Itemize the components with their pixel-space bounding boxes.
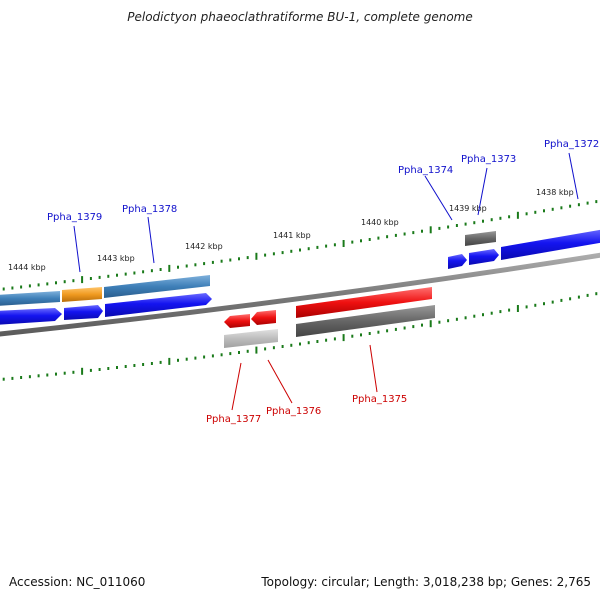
reverse-gene-arrow-ppha-1377[interactable]	[224, 314, 250, 328]
reverse-gene-arrow-ppha-1375[interactable]	[296, 287, 432, 318]
map-title: Pelodictyon phaeoclathratiforme BU-1, co…	[127, 10, 473, 24]
gene-label-ppha-1375[interactable]: Ppha_1375	[352, 394, 407, 405]
leader-line-ppha-1379	[73, 225, 81, 273]
leader-line-ppha-1374	[424, 175, 453, 221]
forward-cds-bar-left[interactable]	[0, 291, 60, 306]
inner-tick-track	[2, 292, 598, 381]
forward-gene-arrow-ppha-1372[interactable]	[501, 229, 600, 260]
leader-line-ppha-1376	[267, 359, 293, 404]
kbp-label-1440: 1440 kbp	[361, 218, 399, 227]
reverse-pale-bar[interactable]	[224, 329, 278, 348]
reverse-gene-arrow-ppha-1376[interactable]	[251, 310, 276, 325]
forward-cds-bar-right[interactable]	[104, 275, 210, 298]
kbp-label-1438: 1438 kbp	[536, 188, 574, 197]
kbp-label-1442: 1442 kbp	[185, 242, 223, 251]
gene-label-ppha-1376[interactable]: Ppha_1376	[266, 406, 321, 417]
gene-label-ppha-1379[interactable]: Ppha_1379	[47, 212, 102, 223]
outer-tick-track	[2, 200, 598, 291]
forward-gene-arrow-ppha-1379[interactable]	[64, 305, 103, 320]
gene-label-ppha-1377[interactable]: Ppha_1377	[206, 414, 261, 425]
kbp-label-1439: 1439 kbp	[449, 204, 487, 213]
forward-gene-arrow-ppha-1374[interactable]	[448, 254, 467, 269]
gene-label-ppha-1373[interactable]: Ppha_1373	[461, 154, 516, 165]
forward-gene-arrow-ppha-1378[interactable]	[105, 293, 212, 317]
forward-gene-arrow-left[interactable]	[0, 308, 62, 325]
gene-label-ppha-1374[interactable]: Ppha_1374	[398, 165, 453, 176]
forward-gene-arrow-ppha-1373[interactable]	[469, 249, 499, 265]
kbp-label-1441: 1441 kbp	[273, 231, 311, 240]
leader-line-ppha-1372	[568, 152, 579, 200]
forward-cds-bar-highlight[interactable]	[62, 287, 102, 302]
gene-label-ppha-1378[interactable]: Ppha_1378	[122, 204, 177, 215]
gene-label-ppha-1372[interactable]: Ppha_1372	[544, 139, 599, 150]
kbp-label-1443: 1443 kbp	[97, 254, 135, 263]
accession-label: Accession: NC_011060	[9, 575, 146, 589]
genome-summary-label: Topology: circular; Length: 3,018,238 bp…	[261, 575, 591, 589]
leader-line-ppha-1377	[231, 362, 242, 411]
kbp-label-1444: 1444 kbp	[8, 263, 46, 272]
forward-cds-bar-far-right[interactable]	[465, 231, 496, 246]
leader-line-ppha-1375	[369, 344, 378, 393]
leader-line-ppha-1378	[147, 216, 155, 264]
genome-backbone	[0, 252, 600, 337]
leader-line-ppha-1373	[477, 167, 488, 216]
reverse-cds-bar[interactable]	[296, 305, 435, 337]
